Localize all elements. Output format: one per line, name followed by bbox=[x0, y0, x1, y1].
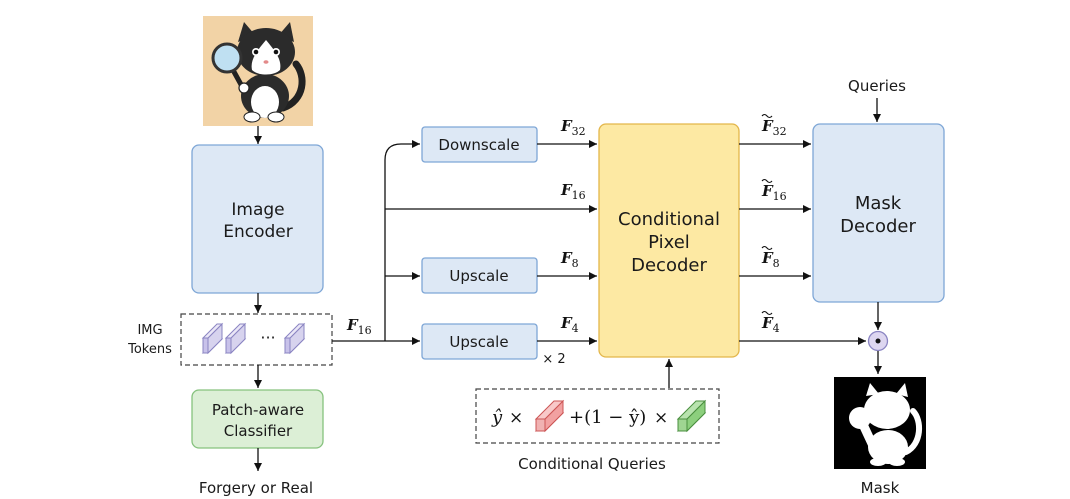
tilde-mark bbox=[761, 310, 773, 316]
fake-query-token-icon bbox=[676, 399, 707, 433]
tilde-mark bbox=[761, 178, 773, 184]
token-ellipsis: ··· bbox=[260, 328, 275, 347]
feature-label-f4: F4 bbox=[560, 314, 579, 335]
feature-label-ft8: F8 bbox=[761, 245, 780, 270]
feature-label-f16: F16 bbox=[560, 181, 586, 202]
svg-text:F16: F16 bbox=[761, 182, 787, 203]
feature-label-f8: F8 bbox=[560, 249, 579, 270]
patch-aware-classifier: Patch-aware Classifier bbox=[191, 389, 324, 449]
img-tokens-label-line1: IMG bbox=[137, 323, 162, 338]
token-icon bbox=[201, 322, 224, 355]
pixel-decoder-label-line1: Conditional bbox=[618, 209, 720, 230]
classifier-label-line1: Patch-aware bbox=[212, 401, 304, 419]
token-icon bbox=[224, 322, 247, 355]
img-tokens-label-line2: Tokens bbox=[127, 342, 172, 357]
downscale-block: Downscale bbox=[421, 126, 538, 163]
queries-label: Queries bbox=[848, 77, 906, 95]
mask-label: Mask bbox=[861, 479, 900, 497]
feature-label-ft4: F4 bbox=[761, 310, 780, 335]
real-query-token-icon bbox=[534, 399, 565, 433]
pixel-decoder-label-line3: Decoder bbox=[631, 255, 707, 276]
upscale-block-a: Upscale bbox=[421, 257, 538, 294]
mask-decoder: Mask Decoder bbox=[812, 123, 945, 303]
conditional-pixel-decoder: Conditional Pixel Decoder bbox=[598, 123, 740, 358]
output-forgery-or-real: Forgery or Real bbox=[199, 479, 313, 497]
image-encoder-label-line2: Encoder bbox=[223, 222, 293, 242]
upscale-label-b: Upscale bbox=[449, 333, 508, 351]
arrow-branch-to-downscale bbox=[384, 140, 420, 341]
cat-silhouette-mask-icon bbox=[849, 383, 922, 466]
svg-text:F32: F32 bbox=[761, 117, 787, 138]
formula-times-1: × bbox=[509, 408, 523, 428]
formula-plus-part: +(1 − ŷ) bbox=[569, 407, 646, 428]
pixel-decoder-label-line2: Pixel bbox=[648, 232, 690, 253]
token-icon bbox=[283, 322, 306, 355]
cat-with-magnifier-icon bbox=[211, 22, 306, 123]
mask-decoder-label-line1: Mask bbox=[855, 193, 902, 214]
downscale-label: Downscale bbox=[438, 136, 519, 154]
svg-text:F8: F8 bbox=[761, 249, 780, 270]
upscale-block-b: Upscale bbox=[421, 323, 538, 360]
feature-label-ft32: F32 bbox=[761, 113, 787, 138]
feature-label-ft16: F16 bbox=[761, 178, 787, 203]
img-tokens: IMG Tokens ··· bbox=[127, 313, 333, 366]
formula-yhat: ŷ bbox=[491, 407, 503, 428]
elementwise-product-icon bbox=[867, 330, 889, 352]
conditional-queries-label: Conditional Queries bbox=[518, 455, 666, 473]
mask-decoder-label-line2: Decoder bbox=[840, 216, 916, 237]
times-two-label: × 2 bbox=[542, 352, 565, 367]
image-encoder: Image Encoder bbox=[191, 144, 324, 294]
feature-label-f32: F32 bbox=[560, 117, 586, 138]
input-image bbox=[203, 16, 313, 126]
mask-output-image bbox=[834, 377, 926, 469]
tilde-mark bbox=[761, 245, 773, 251]
classifier-label-line2: Classifier bbox=[224, 422, 293, 440]
image-encoder-label-line1: Image bbox=[231, 200, 284, 220]
formula-times-2: × bbox=[654, 408, 668, 428]
feature-label-f16-main: F16 bbox=[346, 316, 372, 337]
conditional-queries-box: ŷ × +(1 − ŷ) × bbox=[475, 388, 720, 444]
conditional-queries-frame bbox=[475, 388, 720, 444]
upscale-label-a: Upscale bbox=[449, 267, 508, 285]
svg-text:F4: F4 bbox=[761, 314, 780, 335]
pixel-decoder-box bbox=[598, 123, 740, 358]
tilde-mark bbox=[761, 113, 773, 119]
